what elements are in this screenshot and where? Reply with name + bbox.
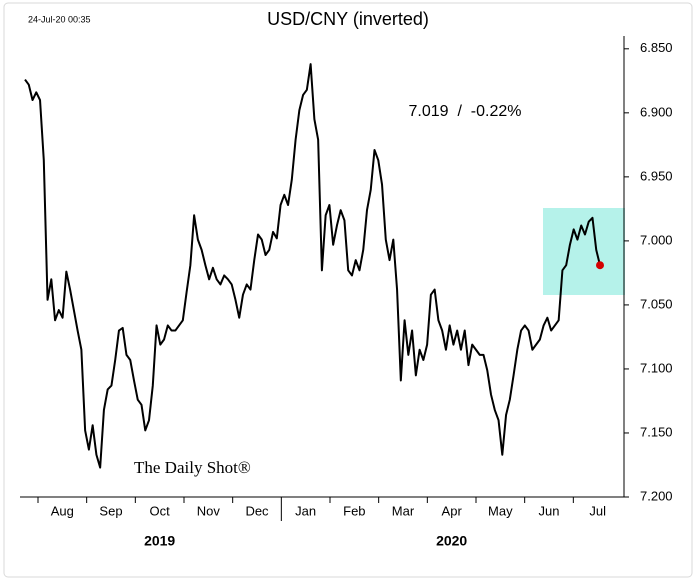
chart-title: USD/CNY (inverted)	[267, 9, 429, 29]
line-series	[24, 63, 601, 469]
x-tick-label: Oct	[150, 503, 171, 518]
year-label: 2020	[436, 533, 467, 549]
y-tick-label: 7.200	[640, 488, 673, 503]
last-point	[596, 261, 604, 270]
x-tick-label: Jul	[589, 503, 606, 518]
x-tick-label: Apr	[442, 503, 463, 518]
y-tick-label: 7.000	[640, 232, 673, 247]
x-tick-label: Feb	[343, 503, 365, 518]
x-tick-label: Dec	[245, 503, 269, 518]
x-tick-label: Aug	[51, 503, 74, 518]
y-tick-label: 7.150	[640, 424, 673, 439]
y-tick-label: 6.900	[640, 104, 673, 119]
x-tick-label: Sep	[99, 503, 122, 518]
x-tick-label: Nov	[197, 503, 221, 518]
highlight-box	[543, 208, 625, 295]
year-label: 2019	[144, 533, 175, 549]
x-tick-label: Jan	[295, 503, 316, 518]
x-tick-label: May	[488, 503, 513, 518]
x-tick-label: Jun	[539, 503, 560, 518]
watermark: The Daily Shot®	[134, 458, 251, 477]
chart-frame	[3, 2, 693, 578]
y-tick-label: 7.100	[640, 360, 673, 375]
y-tick-label: 6.850	[640, 40, 673, 55]
timestamp: 24-Jul-20 00:35	[28, 14, 91, 24]
y-tick-label: 7.050	[640, 296, 673, 311]
x-tick-label: Mar	[392, 503, 415, 518]
y-tick-label: 6.950	[640, 168, 673, 183]
annotation: 7.019 / -0.22%	[409, 103, 522, 120]
